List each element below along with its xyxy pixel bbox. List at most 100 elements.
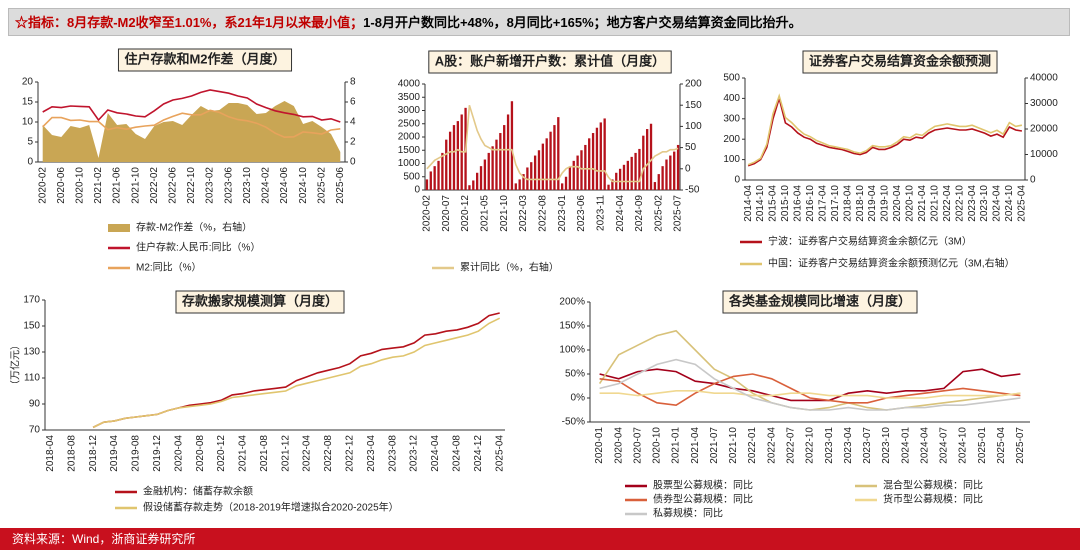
x-tick-label: 2023-10 [979, 185, 990, 222]
x-tick-label: 2025-01 [977, 427, 988, 464]
bar [514, 183, 517, 190]
x-tick-label: 2017-10 [830, 185, 841, 222]
legend-swatch [108, 224, 130, 232]
bar [429, 171, 432, 190]
chart-title: 住户存款和M2作差（月度） [124, 51, 285, 66]
y-tick-label: 100 [723, 154, 740, 165]
bar [522, 174, 525, 190]
x-tick-label: 2020-02 [422, 195, 433, 232]
y-tick-label: 90 [29, 399, 41, 410]
y2-tick-label: 40000 [1030, 73, 1058, 84]
chart-title-group: 各类基金规模同比增速（月度） [722, 290, 918, 314]
y-tick-label: 0 [27, 157, 33, 168]
x-tick-label: 2020-12 [216, 435, 227, 472]
bar [495, 139, 498, 190]
x-tick-label: 2023-01 [824, 427, 835, 464]
x-tick-label: 2023-04 [366, 435, 377, 472]
chart-title: A股：账户新增开户数：累计值（月度） [435, 53, 665, 68]
line [747, 95, 1023, 167]
bar [669, 155, 672, 190]
banner-text: 1-8月开户数同比+48%，8月同比+165%；地方客户交易结算资金同比抬升。 [363, 15, 802, 30]
x-tick-label: 2021-02 [93, 167, 104, 204]
y2-tick-label: -50 [685, 185, 700, 196]
chart-title: 各类基金规模同比增速（月度） [728, 293, 911, 308]
y2-tick-label: 200 [685, 79, 702, 90]
x-tick-label: 2023-12 [409, 435, 420, 472]
y-tick-label: 400 [723, 93, 740, 104]
x-tick-label: 2024-08 [452, 435, 463, 472]
bar [452, 125, 456, 190]
x-tick-label: 2024-07 [939, 427, 950, 464]
x-tick-label: 2019-04 [867, 185, 878, 222]
y-tick-label: 100% [559, 345, 585, 356]
x-tick-label: 2024-04 [992, 185, 1003, 222]
x-tick-label: 2021-04 [690, 427, 701, 464]
chart-title-box [428, 50, 672, 74]
x-tick-label: 2019-04 [109, 435, 120, 472]
y2-tick-label: 6 [350, 97, 356, 108]
x-tick-label: 2021-10 [728, 427, 739, 464]
x-tick-label: 2024-04 [919, 427, 930, 464]
bar [622, 164, 626, 190]
y2-tick-label: 150 [685, 100, 702, 111]
bar [476, 172, 479, 190]
bar [638, 148, 641, 190]
y-tick-label: 0 [734, 175, 740, 186]
x-tick-label: 2019-12 [152, 435, 163, 472]
x-tick-label: 2022-10 [186, 167, 197, 204]
bar [545, 138, 548, 190]
x-tick-label: 2019-08 [131, 435, 142, 472]
bar [561, 183, 564, 190]
legend-label: 假设储蓄存款走势（2018-2019年增速拟合2020-2025年） [143, 501, 399, 514]
x-tick-label: 2020-04 [892, 185, 903, 222]
y-tick-label: 4000 [398, 79, 421, 90]
bar [653, 182, 657, 190]
bar [630, 156, 633, 190]
y2-tick-label: 0 [350, 157, 356, 168]
x-tick-label: 2025-06 [335, 167, 346, 204]
legend-label: 累计同比（%，右轴） [460, 261, 559, 274]
bar [499, 133, 502, 190]
y2-tick-label: 4 [350, 117, 356, 128]
bar [479, 166, 483, 190]
area [42, 101, 341, 162]
legend-label: 债券型公募规模：同比 [653, 493, 753, 506]
y-tick-label: 500 [403, 171, 420, 182]
bar [661, 166, 664, 190]
chart-title: 证券客户交易结算资金余额预测 [809, 53, 991, 68]
bar [448, 131, 452, 190]
y-tick-label: 0 [414, 185, 420, 196]
x-tick-label: 2018-04 [45, 435, 56, 472]
x-tick-label: 2021-10 [499, 195, 510, 232]
bar [537, 150, 541, 190]
x-tick-label: 2021-04 [238, 435, 249, 472]
bar [518, 179, 521, 190]
line [599, 373, 1021, 407]
x-tick-label: 2014-10 [755, 185, 766, 222]
y-tick-label: 2500 [398, 118, 421, 129]
bar [603, 118, 606, 190]
legend-label: 股票型公募规模：同比 [653, 479, 753, 492]
x-tick-label: 2021-06 [112, 167, 123, 204]
x-tick-label: 2022-10 [954, 185, 965, 222]
bar [437, 160, 440, 190]
y2-tick-label: 50 [685, 142, 697, 153]
y-tick-label: -50% [562, 417, 585, 428]
y2-tick-label: 100 [685, 121, 702, 132]
y2-tick-label: 20000 [1030, 124, 1058, 135]
bar [607, 184, 610, 190]
bar [599, 122, 602, 190]
line [426, 104, 679, 183]
x-tick-label: 2020-07 [632, 427, 643, 464]
line [92, 312, 500, 429]
bar [576, 155, 579, 190]
bar [626, 160, 629, 190]
x-tick-label: 2020-12 [460, 195, 471, 232]
chart-title-group: 证券客户交易结算资金余额预测 [802, 50, 998, 74]
x-tick-label: 2020-04 [613, 427, 624, 464]
x-tick-label: 2023-04 [967, 185, 978, 222]
x-tick-label: 2020-06 [56, 167, 67, 204]
bar [588, 138, 591, 190]
chart-title-group: 住户存款和M2作差（月度） [117, 48, 293, 72]
